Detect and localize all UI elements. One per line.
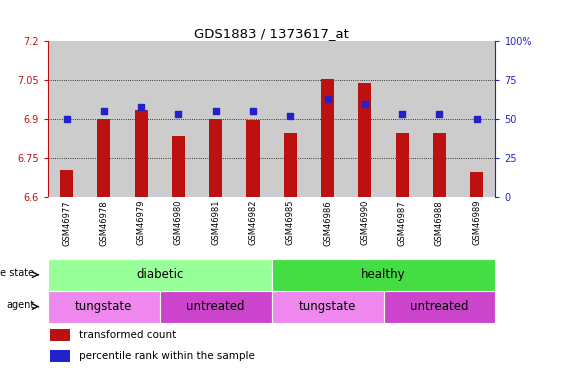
Bar: [209, 119, 222, 197]
Bar: [247, 120, 260, 197]
Bar: [50, 350, 70, 362]
Text: GSM46982: GSM46982: [248, 200, 257, 246]
Bar: [135, 110, 148, 197]
Bar: [48, 291, 160, 322]
Bar: [97, 119, 110, 197]
Bar: [272, 259, 495, 291]
Text: tungstate: tungstate: [75, 300, 132, 313]
Point: [248, 108, 257, 114]
Text: GSM46986: GSM46986: [323, 200, 332, 246]
Bar: [359, 83, 372, 197]
Point: [62, 116, 71, 122]
Point: [435, 111, 444, 117]
Text: healthy: healthy: [361, 268, 406, 281]
Text: agent: agent: [6, 300, 34, 310]
Text: GSM46985: GSM46985: [286, 200, 295, 246]
Bar: [321, 79, 334, 197]
Text: GSM46989: GSM46989: [472, 200, 481, 246]
Point: [323, 96, 332, 102]
Bar: [60, 170, 73, 197]
Text: diabetic: diabetic: [136, 268, 184, 281]
Point: [174, 111, 183, 117]
Bar: [272, 291, 383, 322]
Point: [99, 108, 108, 114]
Text: GSM46978: GSM46978: [99, 200, 108, 246]
Bar: [284, 134, 297, 197]
Point: [137, 104, 146, 110]
Text: disease state: disease state: [0, 268, 34, 278]
Bar: [383, 291, 495, 322]
Bar: [172, 136, 185, 197]
Text: untreated: untreated: [186, 300, 245, 313]
Bar: [160, 291, 271, 322]
Text: tungstate: tungstate: [299, 300, 356, 313]
Bar: [433, 134, 446, 197]
Point: [397, 111, 406, 117]
Text: GSM46977: GSM46977: [62, 200, 71, 246]
Text: GSM46988: GSM46988: [435, 200, 444, 246]
Text: GSM46987: GSM46987: [397, 200, 406, 246]
Text: untreated: untreated: [410, 300, 469, 313]
Point: [286, 113, 295, 119]
Text: GSM46979: GSM46979: [137, 200, 146, 246]
Point: [360, 100, 369, 106]
Point: [211, 108, 220, 114]
Bar: [48, 259, 271, 291]
Text: percentile rank within the sample: percentile rank within the sample: [79, 351, 254, 361]
Bar: [470, 172, 483, 197]
Text: GSM46981: GSM46981: [211, 200, 220, 246]
Text: GSM46990: GSM46990: [360, 200, 369, 245]
Text: GSM46980: GSM46980: [174, 200, 183, 246]
Point: [472, 116, 481, 122]
Bar: [50, 329, 70, 341]
Bar: [396, 134, 409, 197]
Text: transformed count: transformed count: [79, 330, 176, 340]
Title: GDS1883 / 1373617_at: GDS1883 / 1373617_at: [194, 27, 349, 40]
